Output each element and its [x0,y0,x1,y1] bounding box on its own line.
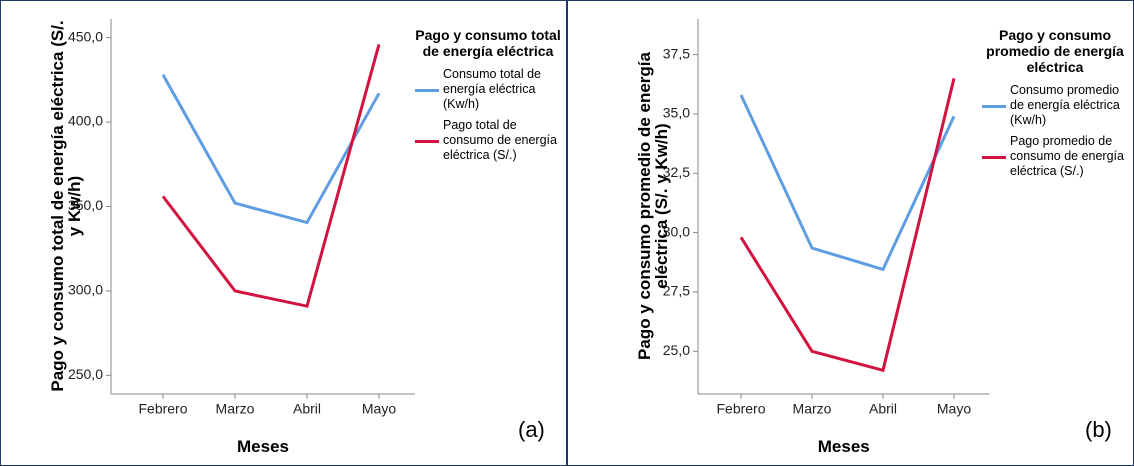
x-axis-title: Meses [817,437,870,456]
y-tick-label: 37,5 [663,45,690,61]
legend: Pago y consumo total de energía eléctric… [413,27,563,169]
panel-label: (a) [518,417,545,442]
y-tick-label: 35,0 [663,105,690,121]
legend-swatch [982,105,1006,108]
legend-label: Pago total de consumo de energía eléctri… [443,118,557,162]
legend-item: Pago promedio de consumo de energía eléc… [980,134,1130,179]
panel-label: (b) [1085,417,1112,442]
y-tick-label: 250,0 [68,366,103,382]
y-tick-label: 450,0 [68,28,103,44]
x-tick-label: Abril [869,401,897,417]
legend-item: Pago total de consumo de energía eléctri… [413,118,563,163]
x-axis-title: Meses [237,437,289,456]
plot: 25,0 27,5 30,0 32,5 35,0 37,5 Febrero Marzo Abri… [663,19,990,417]
legend-swatch [415,140,439,143]
series-line [739,94,956,272]
series-line [161,43,381,308]
legend-swatch [415,89,439,92]
x-tick-label: Abril [293,401,321,417]
legend-title: Pago y consumo total de energía eléctric… [415,27,561,59]
y-tick-label: 350,0 [68,197,103,213]
y-tick-label: 25,0 [663,342,690,358]
y-tick-label: 30,0 [663,223,690,239]
legend-label: Consumo total de energía eléctrica (Kw/h… [443,67,541,111]
x-tick-label: Marzo [216,401,255,417]
legend-label: Pago promedio de consumo de energía eléc… [1010,134,1124,178]
y-tick-label: 27,5 [663,283,690,299]
plot: 250,0 300,0 350,0 400,0 450,0 Febrero Marzo Abr… [68,19,415,417]
legend-swatch [982,156,1006,159]
legend-item: Consumo total de energía eléctrica (Kw/h… [413,67,563,112]
legend: Pago y consumo promedio de energía eléct… [980,27,1130,185]
x-tick-label: Febrero [138,401,187,417]
series-line [161,74,381,225]
x-tick-label: Febrero [716,401,765,417]
x-tick-label: Marzo [793,401,832,417]
x-tick-label: Mayo [362,401,396,417]
panel: 25,0 27,5 30,0 32,5 35,0 37,5 Febrero Marzo Abri… [567,0,1134,466]
legend-label: Consumo promedio de energía eléctrica (K… [1010,83,1120,127]
y-tick-label: 300,0 [68,282,103,298]
x-tick-label: Mayo [937,401,971,417]
y-tick-label: 32,5 [663,164,690,180]
legend-title: Pago y consumo promedio de energía eléct… [986,27,1124,75]
legend-item: Consumo promedio de energía eléctrica (K… [980,83,1130,128]
y-tick-label: 400,0 [68,113,103,129]
series-line [739,77,956,373]
panel: 250,0 300,0 350,0 400,0 450,0 Febrero Marzo Abr… [0,0,567,466]
y-axis-title: Pago y consumo total de energía eléctric… [48,19,84,392]
y-axis-title: Pago y consumo promedio de energía eléct… [635,51,671,360]
